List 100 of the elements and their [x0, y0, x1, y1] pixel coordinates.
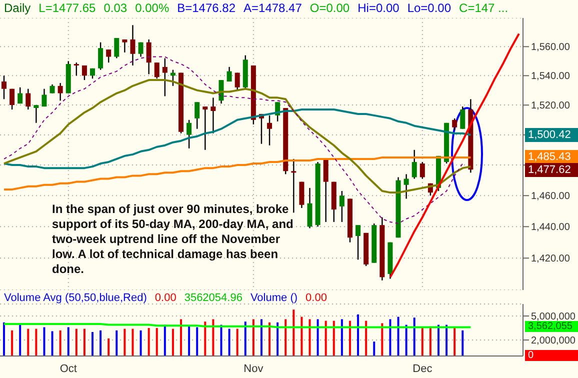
- candlestick: [138, 42, 144, 58]
- candlestick: [299, 181, 304, 209]
- bar: [244, 322, 246, 356]
- candlestick: [170, 69, 176, 87]
- bar: [300, 316, 303, 356]
- bar: [260, 319, 262, 356]
- candlestick: [226, 66, 232, 82]
- bar: [164, 324, 166, 356]
- y-tick-label: 1,460.00: [531, 191, 570, 202]
- text: L=1477.65: [38, 1, 96, 15]
- bar: [446, 324, 448, 356]
- candlestick: [186, 119, 192, 149]
- y-tick-label: 5,000,000: [531, 312, 576, 323]
- bar: [429, 326, 432, 356]
- bar: [140, 330, 142, 356]
- bar: [204, 322, 206, 356]
- y-tick-label: 1,520.00: [531, 100, 570, 112]
- bar: [389, 319, 392, 356]
- bar: [124, 328, 126, 356]
- bar: [220, 324, 222, 356]
- bar: [348, 320, 351, 356]
- candlestick: [452, 118, 458, 131]
- bar: [3, 322, 5, 356]
- text: 1,477.62: [525, 162, 578, 177]
- candlestick: [420, 161, 425, 180]
- bar: [268, 322, 271, 356]
- candlestick: [460, 106, 466, 130]
- x-tick-label: Oct: [60, 362, 77, 375]
- text: 1,485.43: [525, 150, 578, 164]
- bar: [324, 320, 327, 356]
- bar: [308, 319, 311, 356]
- candlestick: [404, 174, 409, 200]
- bar: [148, 328, 150, 356]
- chart-title: Daily: [4, 1, 31, 15]
- bar: [51, 331, 54, 356]
- bar: [212, 319, 214, 356]
- candlestick: [323, 158, 328, 223]
- text: 1,500.42: [525, 128, 578, 142]
- text: 3,562,055: [525, 321, 578, 332]
- text: Hi=0.00: [358, 1, 400, 15]
- bar: [437, 324, 440, 356]
- line-series: [389, 32, 520, 278]
- text: Lo=0.00: [407, 1, 452, 15]
- bar: [413, 318, 416, 356]
- bar: [405, 324, 408, 356]
- bar: [75, 328, 78, 356]
- candlestick: [210, 97, 216, 134]
- candlestick: [412, 149, 417, 180]
- bar: [276, 322, 279, 356]
- candlestick: [58, 82, 63, 102]
- bar: [83, 328, 86, 356]
- candlestick: [307, 187, 312, 229]
- candlestick: [356, 224, 361, 260]
- bar: [365, 320, 368, 356]
- bar: [132, 328, 134, 356]
- annotation: Volume Avg (50,50,blue,Red): [4, 292, 147, 304]
- text: A=1478.47: [244, 1, 302, 15]
- line-series: [3, 156, 472, 190]
- candlestick: [291, 158, 296, 214]
- candlestick: [234, 72, 240, 91]
- candlestick: [10, 88, 15, 110]
- text: 0: [525, 350, 578, 361]
- candlestick: [162, 58, 168, 97]
- candlestick: [114, 37, 120, 59]
- bar: [381, 323, 384, 356]
- bar: [340, 319, 343, 356]
- candlestick: [26, 88, 31, 110]
- y-tick-label: 1,440.00: [531, 222, 570, 234]
- bar: [11, 330, 14, 356]
- bar: [462, 330, 464, 356]
- bar: [252, 319, 254, 356]
- candlestick: [202, 106, 208, 150]
- annotation: 0.00: [154, 292, 176, 304]
- line-series: [3, 79, 472, 194]
- candlestick: [154, 62, 160, 80]
- bar: [116, 330, 118, 356]
- text: 0.03: [104, 1, 128, 15]
- candlestick: [339, 190, 344, 223]
- candlestick: [122, 38, 128, 54]
- bar: [27, 328, 30, 356]
- text: O=0.00: [310, 1, 350, 15]
- bar: [92, 332, 94, 356]
- bar: [100, 330, 102, 356]
- bar: [35, 328, 38, 356]
- bar: [196, 327, 198, 356]
- bar: [357, 314, 360, 356]
- candlestick: [130, 24, 136, 66]
- candlestick: [194, 102, 200, 130]
- candlestick: [42, 88, 47, 108]
- candlestick: [267, 114, 272, 146]
- candlestick: [106, 48, 112, 64]
- y-tick-label: 1,540.00: [531, 71, 570, 82]
- bar: [397, 316, 400, 356]
- candlestick: [2, 75, 6, 100]
- bar: [188, 326, 190, 356]
- bar: [67, 327, 70, 356]
- candlestick: [82, 64, 87, 81]
- bar: [236, 328, 238, 356]
- y-tick-label: 1,420.00: [531, 254, 570, 265]
- bar: [59, 330, 62, 356]
